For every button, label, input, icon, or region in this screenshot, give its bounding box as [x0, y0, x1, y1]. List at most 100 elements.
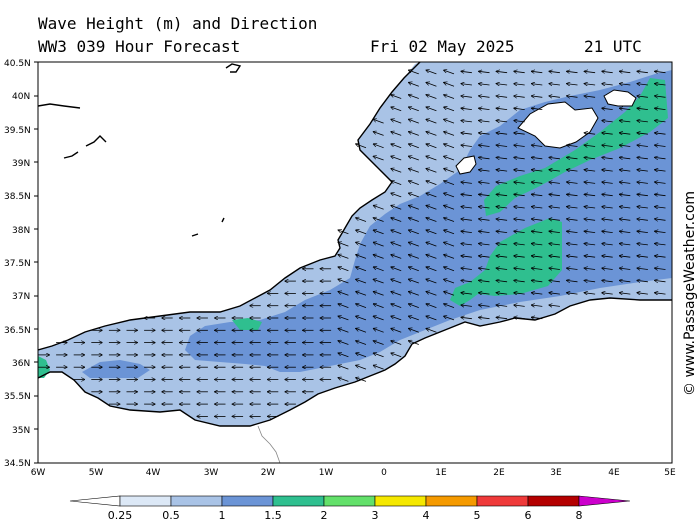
wave-direction-arrow [549, 194, 560, 195]
wave-direction-arrow [619, 84, 631, 85]
wave-direction-arrow [338, 341, 349, 345]
wave-direction-arrow [619, 256, 631, 257]
wave-direction-arrow [531, 96, 543, 97]
wave-direction-arrow [619, 145, 631, 146]
wave-direction-arrow [408, 328, 419, 333]
wave-direction-arrow [655, 256, 666, 257]
wave-direction-arrow [479, 256, 490, 257]
wave-direction-arrow [567, 207, 578, 208]
wave-direction-arrow [479, 71, 490, 72]
wave-direction-arrow [549, 182, 560, 183]
wave-direction-arrow [391, 267, 402, 272]
wave-direction-arrow [567, 194, 578, 195]
wave-direction-arrow [426, 218, 437, 222]
wave-direction-arrow [514, 133, 525, 134]
wave-direction-arrow [338, 292, 349, 296]
wave-direction-arrow [496, 133, 508, 134]
wave-direction-arrow [338, 230, 349, 235]
wave-direction-arrow [637, 157, 648, 158]
wave-direction-arrow [426, 169, 437, 173]
wave-direction-arrow [373, 279, 384, 284]
wave-direction-arrow [356, 378, 367, 382]
wave-direction-arrow [391, 353, 402, 358]
wave-direction-arrow [531, 145, 543, 146]
wave-direction-arrow [373, 255, 384, 259]
wave-direction-arrow [408, 292, 419, 296]
wave-direction-arrow [531, 207, 543, 208]
wave-direction-arrow [444, 119, 455, 124]
wave-direction-arrow [496, 256, 508, 257]
legend-label: 8 [576, 509, 583, 522]
wave-direction-arrow [408, 255, 419, 259]
wave-direction-arrow [584, 96, 596, 97]
wave-direction-arrow [444, 82, 455, 87]
wave-direction-arrow [514, 293, 525, 294]
wave-direction-arrow [479, 244, 490, 245]
wave-direction-arrow [426, 255, 437, 259]
wave-direction-arrow [602, 219, 613, 220]
wave-direction-arrow [584, 84, 596, 85]
wave-direction-arrow [444, 70, 455, 75]
wave-direction-arrow [391, 218, 402, 222]
wave-direction-arrow [619, 244, 631, 245]
wave-direction-arrow [461, 121, 472, 122]
africa-coastline [38, 297, 672, 427]
wave-direction-arrow [408, 181, 419, 185]
wave-direction-arrow [549, 256, 560, 257]
wave-direction-arrow [479, 293, 490, 294]
wave-direction-arrow [637, 71, 648, 72]
wave-direction-arrow [602, 244, 613, 245]
wave-direction-arrow [637, 280, 648, 281]
wave-direction-arrow [461, 145, 472, 146]
wave-direction-arrow [619, 71, 631, 72]
wave-direction-arrow [602, 256, 613, 257]
wave-direction-arrow [444, 255, 455, 259]
wave-direction-arrow [514, 96, 525, 97]
wave-height-legend: 0.25 0.5 1 1.5 2 3 4 5 6 8 [69, 495, 631, 522]
wave-direction-arrow [637, 96, 648, 97]
wave-direction-arrow [531, 305, 543, 306]
legend-swatch [170, 495, 223, 507]
wave-direction-arrow [444, 169, 455, 173]
wave-direction-arrow [408, 119, 419, 124]
wave-direction-arrow [356, 255, 367, 259]
wave-direction-arrow [338, 365, 349, 370]
legend-label: 6 [525, 509, 532, 522]
wave-direction-arrow [461, 96, 472, 97]
lat-label: 38.5N [4, 192, 31, 202]
wave-direction-arrow [655, 71, 666, 72]
wave-direction-arrow [514, 170, 525, 171]
wave-direction-arrow [444, 144, 455, 149]
legend-label: 4 [423, 509, 430, 522]
wave-direction-arrow [373, 328, 384, 333]
wave-direction-arrow [461, 293, 472, 294]
wave-direction-arrow [444, 316, 455, 321]
wave-direction-arrow [619, 194, 631, 195]
wave-direction-arrow [461, 133, 472, 134]
legend-swatch [374, 495, 427, 507]
wave-direction-arrow [655, 157, 666, 158]
wave-direction-arrow [338, 378, 349, 382]
wave-direction-arrow [584, 268, 596, 269]
wave-direction-arrow [602, 121, 613, 122]
lat-label: 37.5N [4, 259, 31, 269]
wave-patch-strait [82, 360, 150, 378]
wave-direction-arrow [426, 267, 437, 272]
wave-direction-arrow [408, 95, 419, 99]
wave-direction-arrow [637, 182, 648, 183]
wave-direction-arrow [531, 219, 543, 220]
wave-direction-arrow [461, 280, 472, 281]
forecast-hour: WW3 039 Hour Forecast [38, 37, 241, 56]
wave-direction-arrow [655, 108, 666, 109]
wave-direction-arrow [619, 231, 631, 232]
wave-direction-arrow [461, 108, 472, 109]
wave-direction-arrow [426, 119, 437, 124]
wave-direction-arrow [479, 96, 490, 97]
wave-direction-arrow [567, 96, 578, 97]
mallorca-island [517, 101, 599, 149]
wave-direction-arrow [531, 194, 543, 195]
wave-direction-arrow [496, 219, 508, 220]
wave-direction-arrow [426, 132, 437, 136]
wave-direction-arrow [461, 268, 472, 269]
wave-direction-arrow [479, 121, 490, 122]
